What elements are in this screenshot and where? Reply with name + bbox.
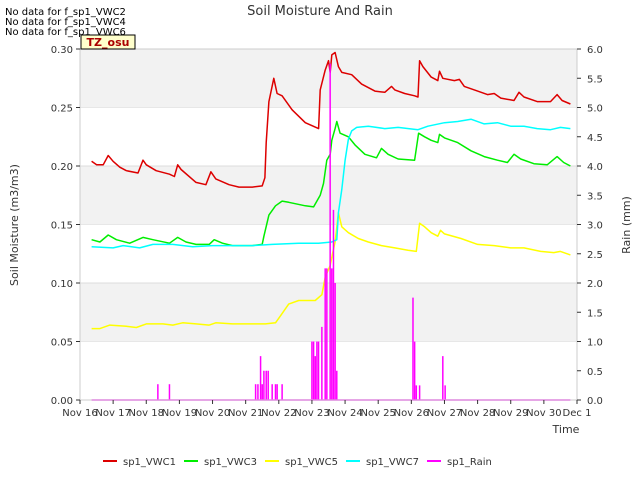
background-bands xyxy=(80,48,577,342)
site-label-box: TZ_osu xyxy=(80,34,136,50)
x-tick-label: Nov 18 xyxy=(129,408,164,419)
x-tick-label: Nov 21 xyxy=(228,408,263,419)
y2-tick-label: 0.0 xyxy=(587,396,603,407)
series-line-sp1_VWC3 xyxy=(91,120,571,247)
x-tick-label: Nov 23 xyxy=(294,408,329,419)
y-tick-label: 0.00 xyxy=(51,396,73,407)
y2-tick-label: 5.5 xyxy=(587,74,603,85)
y-tick-label: 0.25 xyxy=(51,104,73,115)
grid-band xyxy=(80,166,577,225)
y2-tick-label: 6.0 xyxy=(587,45,603,56)
no-data-message-3: No data for f_sp1_VWC6 xyxy=(5,27,126,38)
series-line-sp1_VWC7 xyxy=(91,118,571,249)
y2-tick-label: 3.5 xyxy=(587,191,603,202)
x-tick-label: Nov 16 xyxy=(62,408,97,419)
left-y-axis: 0.00 0.05 0.10 0.15 0.20 0.25 0.30 xyxy=(51,45,80,407)
y-tick-label: 0.05 xyxy=(51,338,73,349)
y2-tick-label: 2.5 xyxy=(587,250,603,261)
series-line-sp1_VWC5 xyxy=(91,212,571,330)
series-line-sp1_VWC1 xyxy=(91,51,571,188)
legend-label-sp1_VWC7: sp1_VWC7 xyxy=(366,457,419,468)
legend-label-sp1_VWC3: sp1_VWC3 xyxy=(204,457,257,468)
y-tick-label: 0.20 xyxy=(51,162,73,173)
grid-band xyxy=(80,49,577,108)
y-axis-label: Soil Moisture (m3/m3) xyxy=(8,164,21,286)
y2-tick-label: 2.0 xyxy=(587,279,603,290)
y-tick-label: 0.10 xyxy=(51,279,73,290)
y-tick-label: 0.15 xyxy=(51,221,73,232)
x-tick-label: Nov 25 xyxy=(360,408,395,419)
site-label: TZ_osu xyxy=(87,36,130,49)
x-tick-label: Nov 30 xyxy=(526,408,561,419)
x-axis-label: Time xyxy=(552,423,580,436)
x-tick-label: Nov 24 xyxy=(327,408,362,419)
x-tick-label: Nov 26 xyxy=(394,408,429,419)
x-tick-label: Dec 1 xyxy=(563,408,592,419)
x-tick-label: Nov 19 xyxy=(162,408,197,419)
x-tick-label: Nov 17 xyxy=(95,408,130,419)
no-data-message-2: No data for f_sp1_VWC4 xyxy=(5,17,126,28)
y2-axis-label: Rain (mm) xyxy=(620,196,633,254)
right-y-axis: 0.0 0.5 1.0 1.5 2.0 2.5 3.0 3.5 4.0 4.5 5.0 5.5 6.0 xyxy=(577,45,603,407)
legend-label-sp1_VWC5: sp1_VWC5 xyxy=(285,457,338,468)
y-tick-label: 0.30 xyxy=(51,45,73,56)
x-tick-label: Nov 22 xyxy=(261,408,296,419)
y2-tick-label: 1.0 xyxy=(587,338,603,349)
y2-tick-label: 5.0 xyxy=(587,104,603,115)
y2-tick-label: 3.0 xyxy=(587,221,603,232)
legend: sp1_VWC1 sp1_VWC3 sp1_VWC5 sp1_VWC7 sp1_Rain xyxy=(103,457,492,468)
legend-label-sp1_VWC1: sp1_VWC1 xyxy=(123,457,176,468)
y2-tick-label: 0.5 xyxy=(587,367,603,378)
no-data-message-1: No data for f_sp1_VWC2 xyxy=(5,7,126,18)
y2-tick-label: 1.5 xyxy=(587,308,603,319)
x-tick-label: Nov 28 xyxy=(460,408,495,419)
grid-band xyxy=(80,283,577,342)
x-tick-label: Nov 29 xyxy=(493,408,528,419)
legend-label-sp1_Rain: sp1_Rain xyxy=(447,457,492,468)
x-tick-label: Nov 27 xyxy=(427,408,462,419)
x-tick-label: Nov 20 xyxy=(195,408,230,419)
y2-tick-label: 4.0 xyxy=(587,162,603,173)
chart-title: Soil Moisture And Rain xyxy=(247,4,393,19)
y2-tick-label: 4.5 xyxy=(587,133,603,144)
